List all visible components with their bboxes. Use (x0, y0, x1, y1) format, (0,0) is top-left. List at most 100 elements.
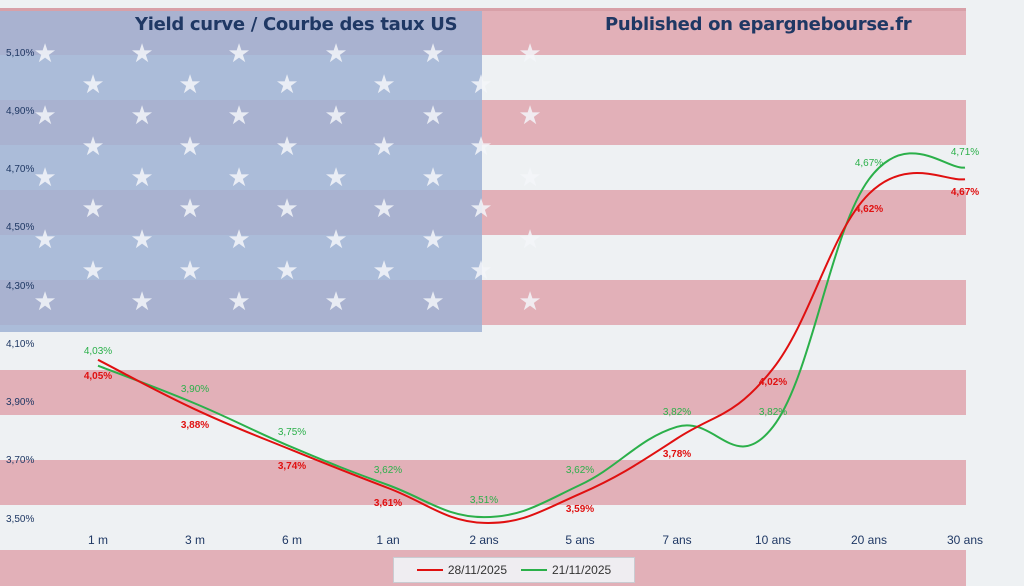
svg-text:★: ★ (130, 100, 153, 130)
svg-text:★: ★ (33, 100, 56, 130)
y-tick: 4,10% (6, 339, 35, 350)
svg-text:★: ★ (421, 38, 444, 68)
svg-text:★: ★ (275, 255, 298, 285)
flag-stars: ★ ★ ★ ★ ★ ★ ★ ★ ★ ★ ★ ★ ★ ★ ★ ★ ★ ★ ★ ★ ★ ★ ★ ★ ★ ★ ★ ★ ★ ★ ★ ★ ★ ★ ★ ★ ★ ★ ★ ★… (33, 38, 541, 316)
svg-text:★: ★ (178, 69, 201, 99)
data-label-21-1m: 4,03% (83, 346, 113, 357)
svg-text:★: ★ (518, 100, 541, 130)
svg-text:★: ★ (130, 224, 153, 254)
svg-text:★: ★ (275, 69, 298, 99)
svg-text:★: ★ (372, 69, 395, 99)
svg-text:★: ★ (227, 286, 250, 316)
svg-text:★: ★ (469, 255, 492, 285)
svg-text:★: ★ (324, 162, 347, 192)
x-tick: 3 m (184, 533, 206, 547)
svg-text:★: ★ (130, 38, 153, 68)
legend: 28/11/2025 21/11/2025 (393, 557, 635, 583)
data-label-28-20ans: 4,62% (854, 204, 884, 215)
svg-text:★: ★ (178, 255, 201, 285)
x-tick: 10 ans (754, 533, 792, 547)
svg-text:★: ★ (275, 193, 298, 223)
y-tick: 4,30% (6, 281, 35, 292)
data-label-28-3m: 3,88% (180, 420, 210, 431)
data-label-28-5ans: 3,59% (565, 504, 595, 515)
data-label-28-1an: 3,61% (373, 498, 403, 509)
y-tick: 4,70% (6, 164, 35, 175)
svg-text:★: ★ (372, 131, 395, 161)
legend-item-21-11-2025[interactable]: 21/11/2025 (521, 563, 611, 577)
svg-text:★: ★ (33, 224, 56, 254)
svg-text:★: ★ (81, 193, 104, 223)
data-label-28-6m: 3,74% (277, 461, 307, 472)
red-line-swatch-icon (416, 569, 443, 571)
svg-text:★: ★ (469, 131, 492, 161)
data-label-28-1m: 4,05% (83, 371, 113, 382)
svg-text:★: ★ (324, 224, 347, 254)
chart-subtitle: Published on epargnebourse.fr (605, 14, 912, 35)
svg-text:★: ★ (421, 100, 444, 130)
svg-text:★: ★ (130, 162, 153, 192)
data-label-21-1an: 3,62% (373, 465, 403, 476)
svg-text:★: ★ (469, 193, 492, 223)
x-tick: 6 m (281, 533, 303, 547)
svg-text:★: ★ (518, 162, 541, 192)
svg-text:★: ★ (469, 69, 492, 99)
svg-text:★: ★ (33, 286, 56, 316)
svg-text:★: ★ (33, 162, 56, 192)
y-tick: 5,10% (6, 48, 35, 59)
svg-text:★: ★ (81, 69, 104, 99)
x-tick: 2 ans (469, 533, 499, 547)
svg-text:★: ★ (178, 131, 201, 161)
svg-text:★: ★ (518, 38, 541, 68)
svg-text:★: ★ (178, 193, 201, 223)
svg-text:★: ★ (81, 131, 104, 161)
svg-text:★: ★ (227, 38, 250, 68)
svg-text:★: ★ (518, 286, 541, 316)
x-tick: 5 ans (565, 533, 595, 547)
svg-text:★: ★ (372, 255, 395, 285)
y-tick: 3,90% (6, 397, 35, 408)
y-tick: 4,90% (6, 106, 35, 117)
y-tick: 3,70% (6, 455, 35, 466)
y-tick: 4,50% (6, 222, 35, 233)
data-label-21-6m: 3,75% (277, 427, 307, 438)
svg-text:★: ★ (33, 38, 56, 68)
svg-text:★: ★ (372, 193, 395, 223)
x-tick: 1 m (87, 533, 109, 547)
data-label-21-10ans: 3,82% (758, 407, 788, 418)
legend-label: 21/11/2025 (552, 563, 612, 577)
top-border (0, 8, 966, 11)
svg-text:★: ★ (227, 100, 250, 130)
x-tick: 30 ans (946, 533, 984, 547)
data-label-28-7ans: 3,78% (662, 449, 692, 460)
svg-text:★: ★ (227, 162, 250, 192)
x-tick: 1 an (376, 533, 400, 547)
data-label-21-30ans: 4,71% (950, 147, 980, 158)
data-label-21-5ans: 3,62% (565, 465, 595, 476)
svg-text:★: ★ (421, 162, 444, 192)
chart-title: Yield curve / Courbe des taux US (135, 14, 458, 35)
right-margin (966, 0, 1024, 586)
svg-text:★: ★ (518, 224, 541, 254)
series-21-11-2025-line (97, 152, 966, 519)
data-label-21-20ans: 4,67% (854, 158, 884, 169)
data-label-21-3m: 3,90% (180, 384, 210, 395)
svg-text:★: ★ (275, 131, 298, 161)
y-tick: 3,50% (6, 514, 35, 525)
green-line-swatch-icon (521, 569, 547, 571)
series-28-11-2025-line (97, 172, 966, 524)
legend-label: 28/11/2025 (447, 563, 507, 577)
data-label-21-7ans: 3,82% (662, 407, 692, 418)
data-label-28-30ans: 4,67% (950, 187, 980, 198)
flag-canton (0, 10, 482, 332)
data-label-21-2ans: 3,51% (469, 495, 499, 506)
legend-item-28-11-2025[interactable]: 28/11/2025 (416, 563, 507, 577)
svg-text:★: ★ (421, 224, 444, 254)
svg-text:★: ★ (81, 255, 104, 285)
svg-text:★: ★ (324, 100, 347, 130)
svg-text:★: ★ (130, 286, 153, 316)
data-label-28-10ans: 4,02% (758, 377, 788, 388)
x-tick: 20 ans (850, 533, 888, 547)
svg-text:★: ★ (227, 224, 250, 254)
